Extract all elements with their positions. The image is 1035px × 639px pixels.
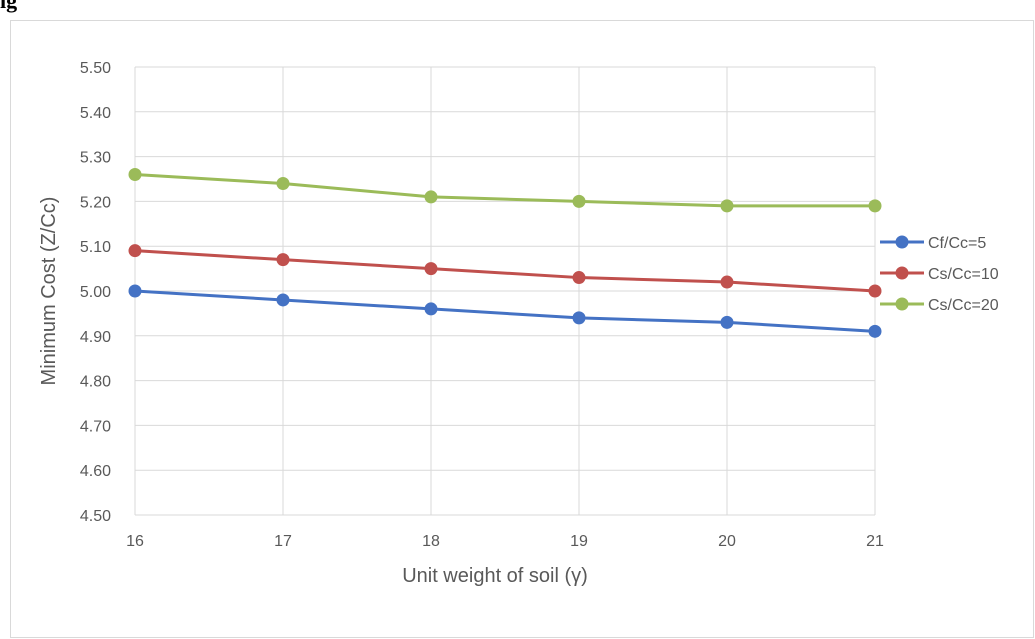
data-point bbox=[424, 302, 438, 316]
legend: Cf/Cc=5 Cs/Cc=10 Cs/Cc=20 bbox=[880, 235, 999, 314]
data-point bbox=[276, 253, 290, 267]
data-point bbox=[572, 194, 586, 208]
data-point bbox=[128, 284, 142, 298]
y-tick-label: 5.40 bbox=[80, 105, 111, 122]
x-tick-label: 16 bbox=[126, 533, 144, 550]
legend-marker bbox=[895, 266, 909, 280]
y-tick-label: 4.50 bbox=[80, 508, 111, 525]
y-tick-label: 4.80 bbox=[80, 374, 111, 391]
data-point bbox=[424, 190, 438, 204]
legend-marker bbox=[895, 297, 909, 311]
data-point bbox=[720, 275, 734, 289]
x-tick-labels: 16 17 18 19 20 21 bbox=[126, 533, 884, 550]
x-tick-label: 17 bbox=[274, 533, 292, 550]
legend-label: Cs/Cc=20 bbox=[928, 297, 999, 314]
series-group bbox=[128, 168, 882, 338]
legend-item-2: Cs/Cc=10 bbox=[880, 266, 999, 283]
y-tick-label: 5.20 bbox=[80, 194, 111, 211]
data-point bbox=[868, 284, 882, 298]
grid-lines bbox=[134, 66, 876, 516]
y-axis-title: Minimum Cost (Z/Cc) bbox=[38, 197, 60, 386]
chart-frame bbox=[10, 20, 1034, 638]
x-tick-label: 21 bbox=[866, 533, 884, 550]
data-point bbox=[128, 244, 142, 258]
legend-item-1: Cf/Cc=5 bbox=[880, 235, 986, 252]
data-point bbox=[276, 293, 290, 307]
series-2 bbox=[128, 244, 882, 298]
data-point bbox=[128, 168, 142, 182]
y-tick-label: 5.00 bbox=[80, 284, 111, 301]
y-tick-labels: 4.50 4.60 4.70 4.80 4.90 5.00 5.10 5.20 5.30 5.40… bbox=[80, 60, 111, 525]
y-tick-label: 5.50 bbox=[80, 60, 111, 77]
legend-label: Cf/Cc=5 bbox=[928, 235, 986, 252]
data-point bbox=[424, 262, 438, 276]
series-line bbox=[133, 289, 877, 333]
legend-marker bbox=[895, 235, 909, 249]
x-tick-label: 18 bbox=[422, 533, 440, 550]
series-1 bbox=[128, 284, 882, 338]
data-point bbox=[276, 176, 290, 190]
legend-item-3: Cs/Cc=20 bbox=[880, 297, 999, 314]
data-point bbox=[720, 199, 734, 213]
legend-label: Cs/Cc=10 bbox=[928, 266, 999, 283]
x-axis-title: Unit weight of soil (γ) bbox=[402, 565, 588, 587]
figure-caption: ig bbox=[0, 0, 18, 13]
series-3 bbox=[128, 168, 882, 213]
y-tick-label: 4.90 bbox=[80, 329, 111, 346]
data-point bbox=[868, 324, 882, 338]
data-point bbox=[720, 315, 734, 329]
data-point bbox=[572, 271, 586, 285]
y-tick-label: 4.70 bbox=[80, 418, 111, 435]
x-tick-label: 20 bbox=[718, 533, 736, 550]
y-tick-label: 4.60 bbox=[80, 463, 111, 480]
data-point bbox=[572, 311, 586, 325]
data-point bbox=[868, 199, 882, 213]
y-tick-label: 5.30 bbox=[80, 150, 111, 167]
series-line bbox=[133, 249, 877, 293]
series-line bbox=[133, 173, 877, 208]
y-tick-label: 5.10 bbox=[80, 239, 111, 256]
x-tick-label: 19 bbox=[570, 533, 588, 550]
